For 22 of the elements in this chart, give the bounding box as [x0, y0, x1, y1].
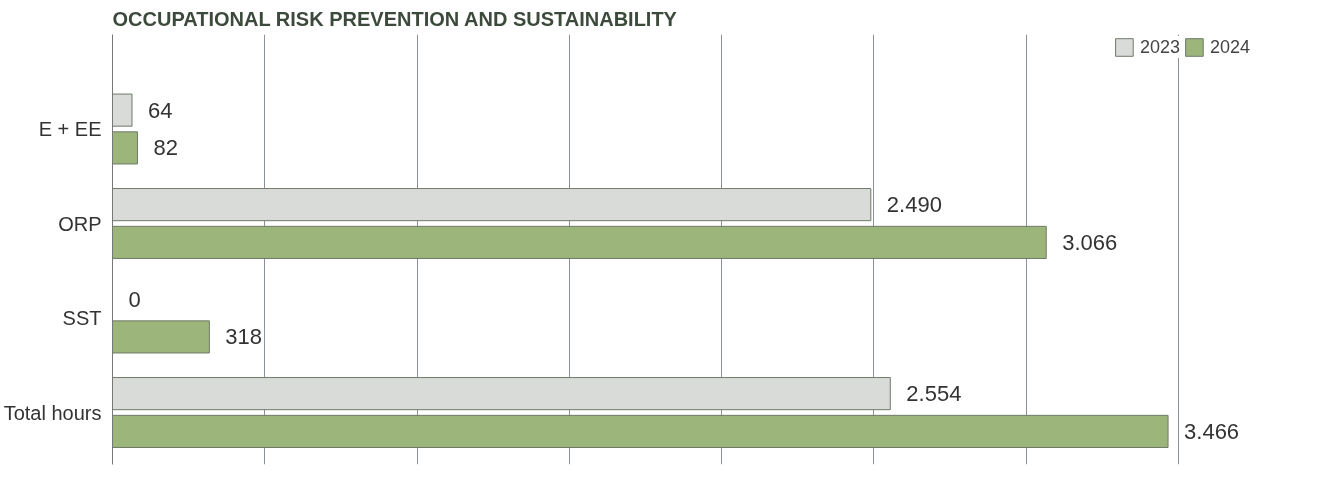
data-label: 2.490	[886, 192, 942, 218]
data-label: 64	[147, 97, 173, 123]
bar	[112, 320, 210, 354]
y-tick-label: SST	[62, 307, 102, 330]
data-label: 2.554	[906, 381, 962, 407]
bar	[112, 188, 872, 222]
data-label: 0	[128, 286, 141, 312]
y-tick-label: Total hours	[3, 401, 102, 424]
data-label: 318	[225, 324, 263, 350]
y-tick-label: ORP	[58, 212, 102, 235]
legend-label: 2024	[1209, 36, 1250, 58]
y-tick-label: E + EE	[38, 118, 102, 141]
data-label: 3.066	[1062, 229, 1118, 255]
legend-label: 2023	[1139, 36, 1180, 58]
data-label: 82	[153, 135, 178, 161]
bar	[112, 225, 1047, 259]
bar	[112, 93, 133, 127]
bar	[112, 414, 1169, 448]
chart-title: OCCUPATIONAL RISK PREVENTION AND SUSTAINABILITY	[112, 7, 678, 30]
data-label: 3.466	[1184, 418, 1240, 444]
bar	[112, 377, 891, 411]
bar	[112, 131, 138, 165]
